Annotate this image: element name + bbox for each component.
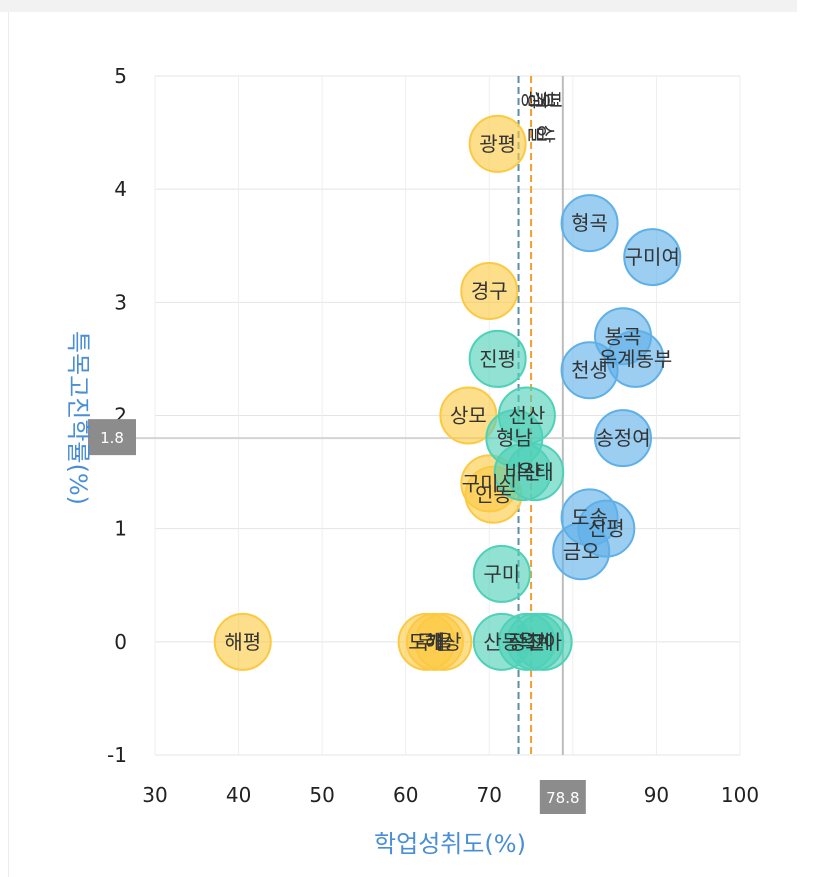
bubble-point bbox=[506, 443, 565, 502]
vertical-label-char: 경 bbox=[525, 91, 549, 109]
bubble-label: 금오 bbox=[563, 539, 600, 563]
y-tick-label: 4 bbox=[114, 177, 127, 201]
vertical-label-char: 평 bbox=[540, 91, 564, 109]
x-tick-label: 50 bbox=[309, 783, 334, 807]
bubble-point bbox=[514, 612, 573, 671]
bubble-label: 도개 bbox=[408, 630, 445, 654]
top-bar bbox=[0, 0, 797, 12]
bubble-point bbox=[560, 341, 619, 400]
bubble-label: 도송 bbox=[571, 505, 608, 529]
y-reference-label: 1.8 bbox=[100, 429, 124, 447]
bubble-label: 구미 bbox=[483, 562, 520, 586]
bubble-label: 상모 bbox=[450, 404, 487, 428]
vertical-label: 평 bbox=[540, 91, 564, 109]
vertical-label-char: 삼 bbox=[533, 125, 557, 143]
bubble-point bbox=[213, 612, 272, 671]
vertical-label-char: 일 bbox=[525, 125, 549, 143]
bubble-label: 고아 bbox=[525, 630, 562, 654]
left-border bbox=[8, 12, 9, 877]
bubble-label: 해평 bbox=[224, 630, 261, 654]
bubble-point bbox=[468, 329, 527, 388]
bubble-label: 진평 bbox=[479, 347, 516, 371]
x-tick-label: 40 bbox=[226, 783, 251, 807]
vertical-label: 북삼 bbox=[533, 91, 557, 143]
bubble-label: 산동 bbox=[483, 630, 520, 654]
x-tick-label: 90 bbox=[644, 783, 669, 807]
bubble-point bbox=[552, 522, 611, 581]
bubble-label: 무을 bbox=[417, 630, 454, 654]
bubble-point bbox=[414, 612, 473, 671]
bubble-label: 광평 bbox=[479, 132, 516, 156]
bubble-label: 해상 bbox=[425, 630, 462, 654]
bubble-label: 봉곡 bbox=[605, 324, 642, 348]
bubble-point bbox=[623, 228, 682, 287]
bubble-label: 신평 bbox=[588, 517, 625, 541]
x-tick-labels: 30405060708090100 bbox=[142, 783, 759, 807]
bubble-label: 형남 bbox=[496, 426, 533, 450]
bubble-point bbox=[468, 114, 527, 173]
x-reference-label-box bbox=[539, 780, 586, 814]
x-tick-label: 100 bbox=[721, 783, 759, 807]
bubble-label: 옥태 bbox=[517, 460, 554, 484]
bubble-label: 비산 bbox=[504, 460, 541, 484]
reference-labels: 78.8 1.8 bbox=[88, 419, 586, 814]
y-tick-label: 3 bbox=[114, 290, 127, 314]
bubble-label: 송정여 bbox=[595, 426, 650, 450]
bubble-label: 형곡 bbox=[571, 211, 608, 235]
bubble-label: 구미신 bbox=[462, 471, 517, 495]
bubble-label: 경구 bbox=[471, 279, 508, 303]
bubble-point bbox=[560, 194, 619, 253]
y-tick-label: 5 bbox=[114, 64, 127, 88]
y-tick-label: 0 bbox=[114, 630, 127, 654]
x-tick-label: 30 bbox=[142, 783, 167, 807]
bubble-label: 구미여 bbox=[625, 245, 680, 269]
x-reference-label: 78.8 bbox=[546, 789, 579, 807]
y-tick-label: -1 bbox=[107, 743, 127, 767]
bubble-label: 옥계 bbox=[517, 630, 554, 654]
bubble-label: 천생 bbox=[571, 358, 608, 382]
vertical-label-char: 북 bbox=[533, 91, 557, 109]
y-reference-label-box bbox=[88, 419, 136, 456]
bubble-point bbox=[472, 544, 531, 603]
x-tick-label: 70 bbox=[477, 783, 502, 807]
y-axis-title: 특목고진학률(%) bbox=[64, 331, 92, 505]
bubble-label: 선산 bbox=[508, 404, 545, 428]
x-axis-title: 학업성취도(%) bbox=[374, 830, 526, 858]
bubble-label: 인동 bbox=[475, 483, 512, 507]
bubble-label: 옥계동부 bbox=[599, 347, 673, 371]
bubble-point bbox=[594, 409, 652, 468]
y-tick-label: 1 bbox=[114, 517, 127, 541]
vertical-label: 경일 bbox=[525, 91, 549, 143]
x-tick-label: 60 bbox=[393, 783, 418, 807]
vertical-label: 광 bbox=[518, 91, 542, 109]
bubble-point bbox=[460, 262, 519, 321]
bubble-label: 장천 bbox=[508, 630, 545, 654]
vertical-label-char: 광 bbox=[518, 91, 542, 109]
